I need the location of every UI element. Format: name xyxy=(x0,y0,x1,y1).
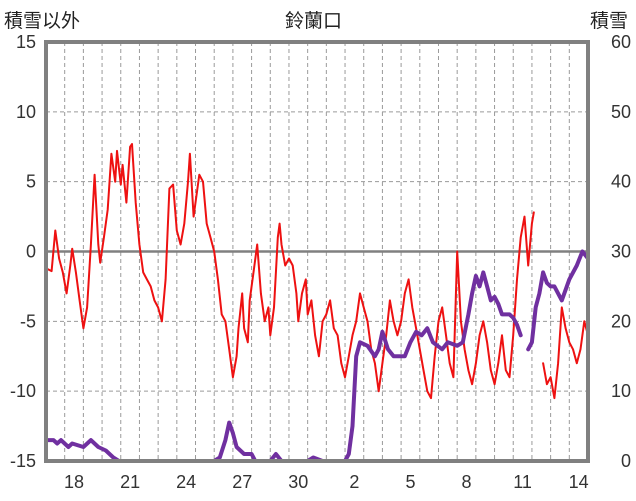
temperature-series-line xyxy=(46,143,535,400)
left-tick-label: 5 xyxy=(26,172,36,192)
x-tick-label: 14 xyxy=(569,472,589,492)
left-tick-label: -15 xyxy=(10,451,36,471)
x-tick-label: 5 xyxy=(405,472,415,492)
series-group xyxy=(46,143,588,461)
x-tick-label: 30 xyxy=(288,472,308,492)
left-tick-label: -10 xyxy=(10,381,36,401)
left-tick-label: 10 xyxy=(16,102,36,122)
x-tick-label: 18 xyxy=(64,472,84,492)
right-axis-title: 積雪 xyxy=(590,11,629,32)
right-tick-label: 30 xyxy=(611,242,631,262)
left-tick-label: -5 xyxy=(20,311,36,331)
left-axis-ticks: 15 10 5 0 -5 -10 -15 xyxy=(10,32,36,471)
x-axis-ticks: 18 21 24 27 30 2 5 8 11 14 xyxy=(64,472,589,492)
x-tick-label: 27 xyxy=(232,472,252,492)
right-tick-label: 50 xyxy=(611,102,631,122)
right-tick-label: 0 xyxy=(621,451,631,471)
right-tick-label: 60 xyxy=(611,32,631,52)
left-tick-label: 0 xyxy=(26,242,36,262)
chart-title: 鈴蘭口 xyxy=(285,11,343,32)
right-axis-ticks: 60 50 40 30 20 10 0 xyxy=(611,32,631,471)
x-tick-label: 24 xyxy=(176,472,196,492)
snow-series-line xyxy=(526,249,588,352)
left-axis-title: 積雪以外 xyxy=(4,11,81,32)
x-tick-label: 2 xyxy=(349,472,359,492)
x-tick-label: 11 xyxy=(513,472,532,492)
right-tick-label: 40 xyxy=(611,172,631,192)
plot-frame xyxy=(44,40,590,463)
x-tick-label: 21 xyxy=(120,472,140,492)
snow-series-line xyxy=(46,270,523,461)
x-tick-label: 8 xyxy=(462,472,472,492)
left-tick-label: 15 xyxy=(16,32,36,52)
right-tick-label: 20 xyxy=(611,311,631,331)
right-tick-label: 10 xyxy=(611,381,631,401)
temperature-series-line xyxy=(542,306,588,400)
